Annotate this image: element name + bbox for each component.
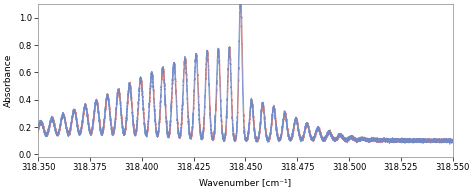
X-axis label: Wavenumber [cm⁻¹]: Wavenumber [cm⁻¹] [200, 178, 292, 187]
Y-axis label: Absorbance: Absorbance [4, 54, 13, 107]
